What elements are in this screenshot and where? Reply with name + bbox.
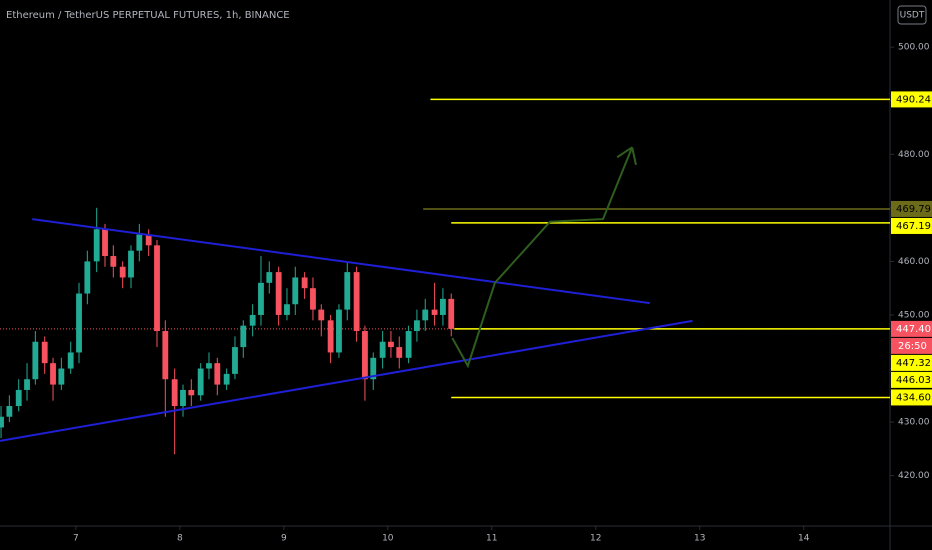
candle-body (0, 416, 4, 428)
candle-body (405, 331, 412, 358)
chart-title: Ethereum / TetherUS PERPETUAL FUTURES, 1… (6, 10, 290, 21)
candle-body (379, 341, 386, 358)
arrow-head (616, 146, 633, 159)
x-tick-label: 7 (73, 534, 79, 544)
candle-body (240, 325, 247, 348)
x-tick-label: 14 (798, 534, 810, 544)
candle-body (310, 288, 316, 310)
candle-body (388, 341, 394, 348)
level-label: 469.79 (896, 204, 931, 215)
candle-body (362, 331, 368, 380)
candle-body (414, 320, 420, 332)
candle-body (110, 256, 117, 267)
level-label: 447.40 (896, 324, 931, 335)
candle-body (102, 229, 108, 257)
level-label: 446.03 (896, 375, 931, 386)
candle-body (232, 347, 238, 374)
trend-line (32, 218, 650, 305)
candle-body (396, 347, 403, 358)
candle-body (258, 282, 264, 315)
candle-body (58, 368, 65, 385)
candle-body (32, 341, 39, 380)
candle-body (67, 352, 74, 369)
candle-body (162, 331, 169, 380)
y-tick-label: 500.00 (898, 43, 930, 53)
candle-body (50, 363, 56, 385)
level-label-box (891, 91, 932, 108)
candle-body (353, 272, 360, 332)
candle-body (119, 266, 126, 278)
candle-body (15, 389, 22, 407)
candle-body (301, 277, 308, 289)
x-tick-label: 11 (486, 534, 497, 544)
candle-body (431, 309, 438, 315)
candle-body (136, 234, 143, 251)
candle-body (448, 298, 455, 329)
currency-box[interactable] (897, 5, 927, 25)
candle-body (440, 298, 446, 315)
level-label: 434.60 (896, 392, 931, 403)
level-label: 467.19 (896, 221, 931, 232)
y-tick-label: 480.00 (898, 150, 930, 160)
level-label-box (891, 320, 932, 337)
candle-body (41, 341, 48, 364)
level-label-box (891, 200, 932, 217)
candle-body (197, 368, 204, 396)
candle-body (214, 363, 221, 385)
candle-body (275, 272, 282, 315)
x-tick-label: 8 (177, 534, 183, 544)
y-tick-label: 460.00 (898, 257, 930, 267)
y-tick-label: 420.00 (898, 471, 930, 481)
level-label: 447.32 (896, 358, 931, 369)
candle-body (327, 320, 334, 353)
candle-body (93, 229, 100, 262)
candle-body (206, 363, 212, 369)
x-tick-label: 12 (590, 534, 601, 544)
projection-path (451, 146, 634, 369)
currency[interactable]: USDT (900, 11, 925, 21)
countdown: 26:50 (898, 341, 927, 352)
candle-body (336, 309, 342, 353)
arrow-head (631, 147, 637, 166)
candle-body (370, 357, 377, 380)
x-tick-label: 10 (382, 534, 394, 544)
countdown-box (891, 337, 932, 354)
candle-body (344, 272, 351, 310)
x-tick-label: 9 (281, 534, 287, 544)
candle-body (318, 309, 325, 321)
trend-line (0, 319, 693, 442)
candle-body (292, 277, 299, 305)
y-tick-label: 450.00 (898, 310, 930, 320)
candle-body (128, 250, 134, 278)
candle-body (145, 234, 152, 246)
level-label: 490.24 (896, 94, 931, 105)
candle-body (188, 389, 195, 396)
candle-body (223, 373, 230, 385)
candle-body (76, 293, 82, 353)
candle-body (154, 245, 160, 332)
level-label-box (891, 217, 932, 234)
candle-body (284, 304, 290, 315)
candle-body (6, 406, 13, 417)
candle-body (24, 379, 30, 390)
x-tick-label: 13 (694, 534, 705, 544)
level-label-box (891, 389, 932, 406)
level-label-box (891, 371, 932, 388)
candle-body (84, 261, 91, 294)
candle-body (180, 389, 186, 407)
y-tick-label: 430.00 (898, 418, 930, 428)
candle-body (266, 272, 273, 283)
candle-body (171, 379, 178, 407)
candle-body (249, 314, 256, 326)
candle-body (422, 309, 429, 321)
level-label-box (891, 354, 932, 371)
